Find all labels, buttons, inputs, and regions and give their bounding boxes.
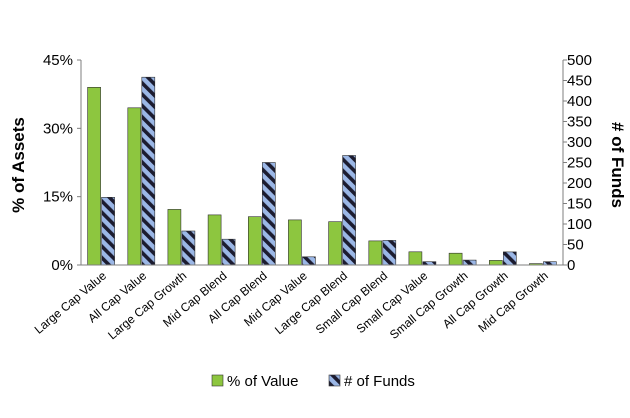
ticks-layer: 0% 15% 30% 45% 0 50 100 150 200 250 300 350 400 450 50… [43, 52, 592, 274]
bar-value-9 [448, 252, 463, 266]
bar-funds-0 [101, 197, 115, 266]
legend-label-funds: # of Funds [344, 373, 415, 390]
bar-value-3 [207, 214, 222, 266]
bar-funds-2 [181, 230, 196, 266]
bar-funds-4 [261, 162, 276, 266]
bar-value-7 [368, 240, 383, 266]
bar-value-0 [87, 87, 101, 266]
bar-funds-3 [221, 238, 236, 266]
y-axis-left-title: % of Assets [9, 117, 28, 213]
bars-layer [87, 76, 557, 266]
category-label-11: Mid Cap Growth [475, 269, 550, 335]
y-right-tick-label-8: 400 [567, 93, 592, 110]
legend-swatch-value [211, 374, 224, 387]
y-right-tick-label-4: 200 [567, 175, 592, 192]
category-label-6: Large Cap Blend [272, 269, 350, 338]
y-right-tick-label-10: 500 [567, 52, 592, 69]
y-right-tick-label-6: 300 [567, 134, 592, 151]
y-right-tick-label-5: 250 [567, 155, 592, 172]
legend-label-value: % of Value [227, 373, 298, 390]
bar-value-6 [328, 221, 342, 266]
legend-swatch-funds [328, 374, 341, 387]
y-axis-right-title: # of Funds [608, 122, 627, 208]
bar-value-4 [248, 216, 262, 266]
bar-funds-10 [502, 251, 517, 266]
bar-value-8 [408, 251, 423, 266]
bar-funds-6 [342, 155, 356, 266]
bar-funds-9 [462, 259, 477, 266]
y-right-tick-label-1: 50 [567, 237, 584, 254]
bar-funds-1 [141, 76, 156, 266]
y-left-tick-label-3: 45% [43, 52, 73, 69]
y-left-tick-label-0: 0% [51, 257, 73, 274]
bar-funds-5 [302, 256, 316, 266]
category-label-7: Small Cap Blend [313, 269, 390, 337]
bar-value-2 [167, 209, 182, 266]
legend: % of Value # of Funds [211, 373, 415, 390]
bar-funds-7 [382, 240, 397, 266]
y-right-tick-label-0: 0 [567, 257, 575, 274]
bar-value-1 [127, 107, 142, 266]
y-right-tick-label-3: 150 [567, 196, 592, 213]
bar-value-5 [288, 219, 302, 266]
y-right-tick-label-7: 350 [567, 114, 592, 131]
y-right-tick-label-9: 450 [567, 73, 592, 90]
category-label-0: Large Cap Value [32, 268, 110, 336]
y-right-tick-label-2: 100 [567, 216, 592, 233]
y-left-tick-label-2: 30% [43, 120, 73, 137]
y-left-tick-label-1: 15% [43, 189, 73, 206]
bar-value-10 [488, 260, 503, 266]
